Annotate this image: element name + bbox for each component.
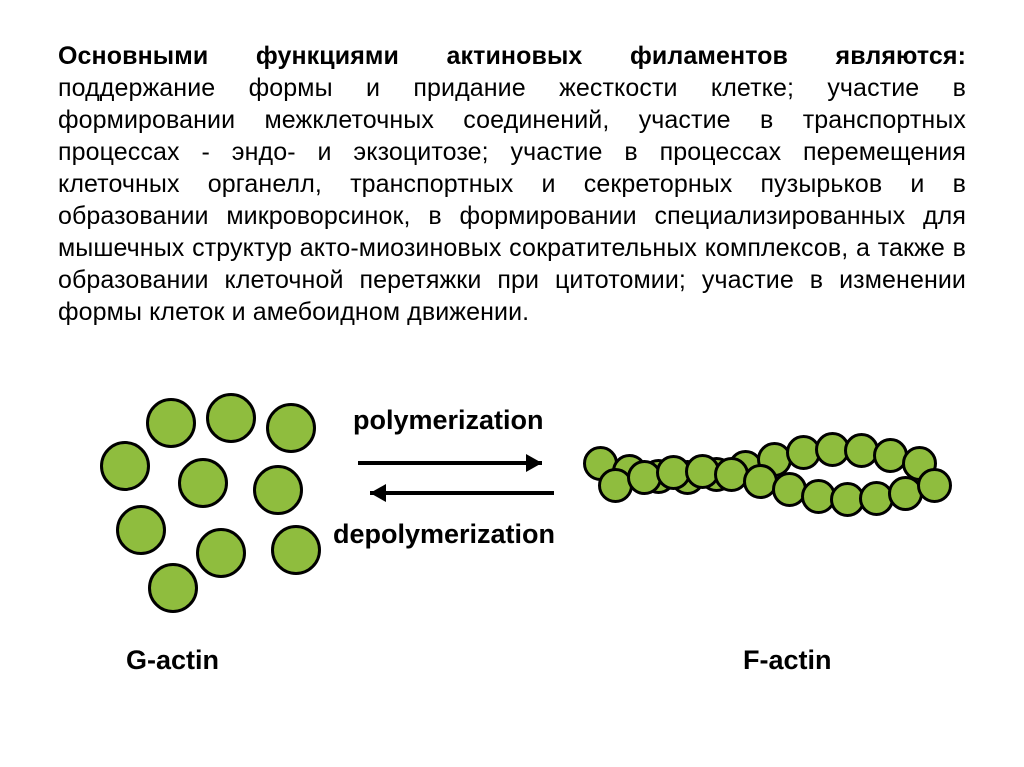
actin-monomer (266, 403, 316, 453)
actin-monomer (116, 505, 166, 555)
label-polymerization: polymerization (353, 405, 544, 436)
actin-monomer (146, 398, 196, 448)
actin-monomer (196, 528, 246, 578)
reaction-arrows (346, 448, 566, 508)
actin-monomer (178, 458, 228, 508)
f-actin-filament (583, 423, 978, 526)
label-g-actin: G-actin (126, 645, 219, 676)
actin-monomer (253, 465, 303, 515)
functions-paragraph: Основными функциями актиновых филаментов… (58, 40, 966, 328)
actin-diagram: polymerization depolymerization G-actin … (58, 353, 966, 693)
label-f-actin: F-actin (743, 645, 832, 676)
label-depolymerization: depolymerization (333, 519, 555, 550)
actin-monomer (271, 525, 321, 575)
actin-monomer (148, 563, 198, 613)
paragraph-lead: Основными функциями актиновых филаментов… (58, 42, 966, 70)
actin-subunit (917, 468, 952, 503)
arrows-svg (346, 448, 566, 508)
actin-monomer (206, 393, 256, 443)
g-actin-monomers (78, 393, 338, 618)
paragraph-rest: поддержание формы и придание жесткости к… (58, 74, 966, 326)
actin-monomer (100, 441, 150, 491)
